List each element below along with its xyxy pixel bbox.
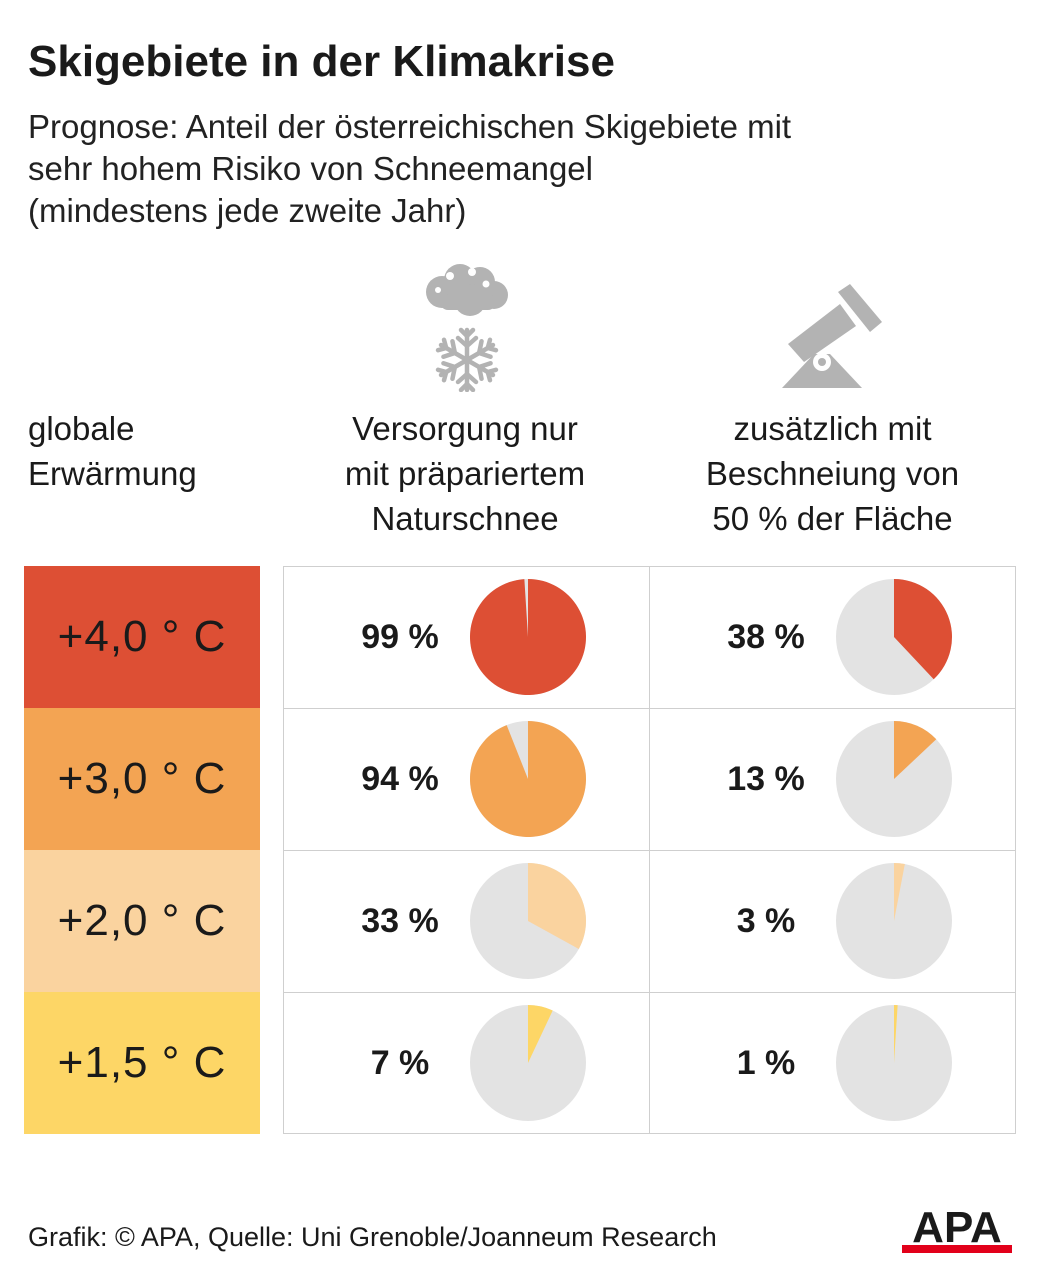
pie-slice xyxy=(894,1005,898,1063)
cloud-snowflake-icon xyxy=(420,262,515,392)
column-header-snowmaking: zusätzlich mit Beschneiung von 50 % der … xyxy=(655,406,1010,541)
warming-row-label: +3,0 ° C xyxy=(24,708,260,850)
column-header-natural-snow: Versorgung nur mit präpariertem Natursch… xyxy=(300,406,630,541)
pie-chart xyxy=(836,579,952,695)
pie-value-label: 13 % xyxy=(727,760,805,798)
pie-chart xyxy=(470,579,586,695)
pie-chart xyxy=(470,721,586,837)
column-header-warming: globale Erwärmung xyxy=(28,406,197,496)
pie-value-label: 38 % xyxy=(727,618,805,656)
pie-value-label: 3 % xyxy=(736,902,796,940)
pie-slice xyxy=(528,863,586,949)
pie-chart xyxy=(836,1005,952,1121)
pie-slice xyxy=(470,579,586,695)
pie-grid xyxy=(283,566,1016,1134)
pie-chart xyxy=(470,863,586,979)
header-line: Versorgung nur xyxy=(352,410,578,447)
subtitle-line: Prognose: Anteil der österreichischen Sk… xyxy=(28,108,792,145)
header-line: zusätzlich mit xyxy=(733,410,932,447)
apa-logo: APA xyxy=(900,1203,1014,1255)
pie-slice xyxy=(470,721,586,837)
warming-row-label: +1,5 ° C xyxy=(24,992,260,1134)
header-line: 50 % der Fläche xyxy=(712,500,953,537)
pie-chart xyxy=(836,863,952,979)
source-credit: Grafik: © APA, Quelle: Uni Grenoble/Joan… xyxy=(28,1222,717,1252)
pie-value-label: 1 % xyxy=(736,1044,796,1082)
pie-chart xyxy=(836,721,952,837)
pie-value-label: 33 % xyxy=(361,902,439,940)
chart-title: Skigebiete in der Klimakrise xyxy=(28,37,615,86)
apa-logo-bar xyxy=(902,1245,1012,1253)
pie-slice xyxy=(894,721,937,779)
snow-cannon-icon xyxy=(778,282,888,392)
apa-logo-text: APA xyxy=(912,1205,1002,1252)
pie-slice xyxy=(528,1005,553,1063)
chart-subtitle: Prognose: Anteil der österreichischen Sk… xyxy=(28,106,988,232)
header-line: Beschneiung von xyxy=(705,455,960,492)
grid-divider xyxy=(649,567,650,1133)
header-line: mit präpariertem xyxy=(344,455,586,492)
subtitle-line: (mindestens jede zweite Jahr) xyxy=(28,192,467,229)
pie-value-label: 94 % xyxy=(361,760,439,798)
warming-row-label: +2,0 ° C xyxy=(24,850,260,992)
pie-slice xyxy=(894,579,952,680)
warming-row-label: +4,0 ° C xyxy=(24,566,260,708)
pie-value-label: 99 % xyxy=(361,618,439,656)
subtitle-line: sehr hohem Risiko von Schneemangel xyxy=(28,150,593,187)
header-line: Naturschnee xyxy=(371,500,559,537)
pie-value-label: 7 % xyxy=(370,1044,430,1082)
pie-chart xyxy=(470,1005,586,1121)
pie-slice xyxy=(894,863,905,921)
header-line: globale xyxy=(28,410,135,447)
header-line: Erwärmung xyxy=(28,455,197,492)
